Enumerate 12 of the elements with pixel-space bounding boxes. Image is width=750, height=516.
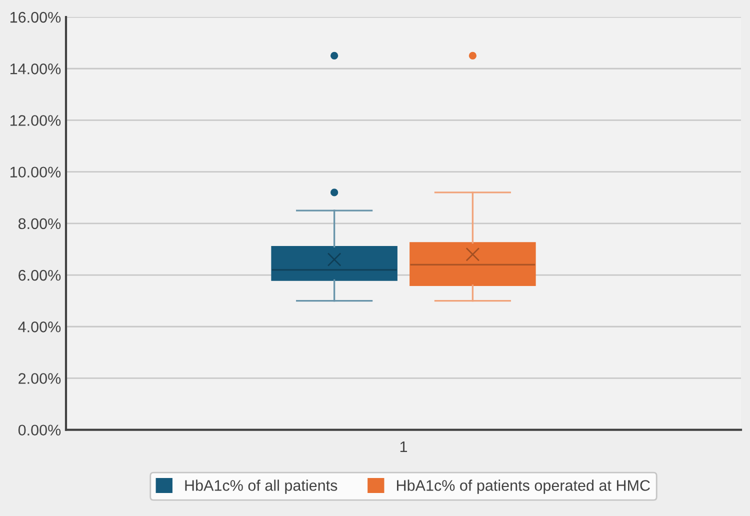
y-tick-label: 8.00% <box>18 218 61 230</box>
y-tick-label: 6.00% <box>18 270 61 281</box>
x-tick-label: 1 <box>400 442 408 452</box>
legend-label: HbA1c% of all patients <box>185 480 338 494</box>
legend-label: HbA1c% of patients operated at HMC <box>397 480 650 494</box>
y-tick-label: 2.00% <box>18 373 61 384</box>
y-tick-label: 0.00% <box>18 424 61 436</box>
y-tick-label: 4.00% <box>18 321 61 332</box>
y-tick-label: 10.00% <box>10 166 61 178</box>
y-tick-label: 14.00% <box>10 63 61 74</box>
y-tick-label: 12.00% <box>10 115 61 126</box>
y-tick-label: 16.00% <box>10 12 61 23</box>
